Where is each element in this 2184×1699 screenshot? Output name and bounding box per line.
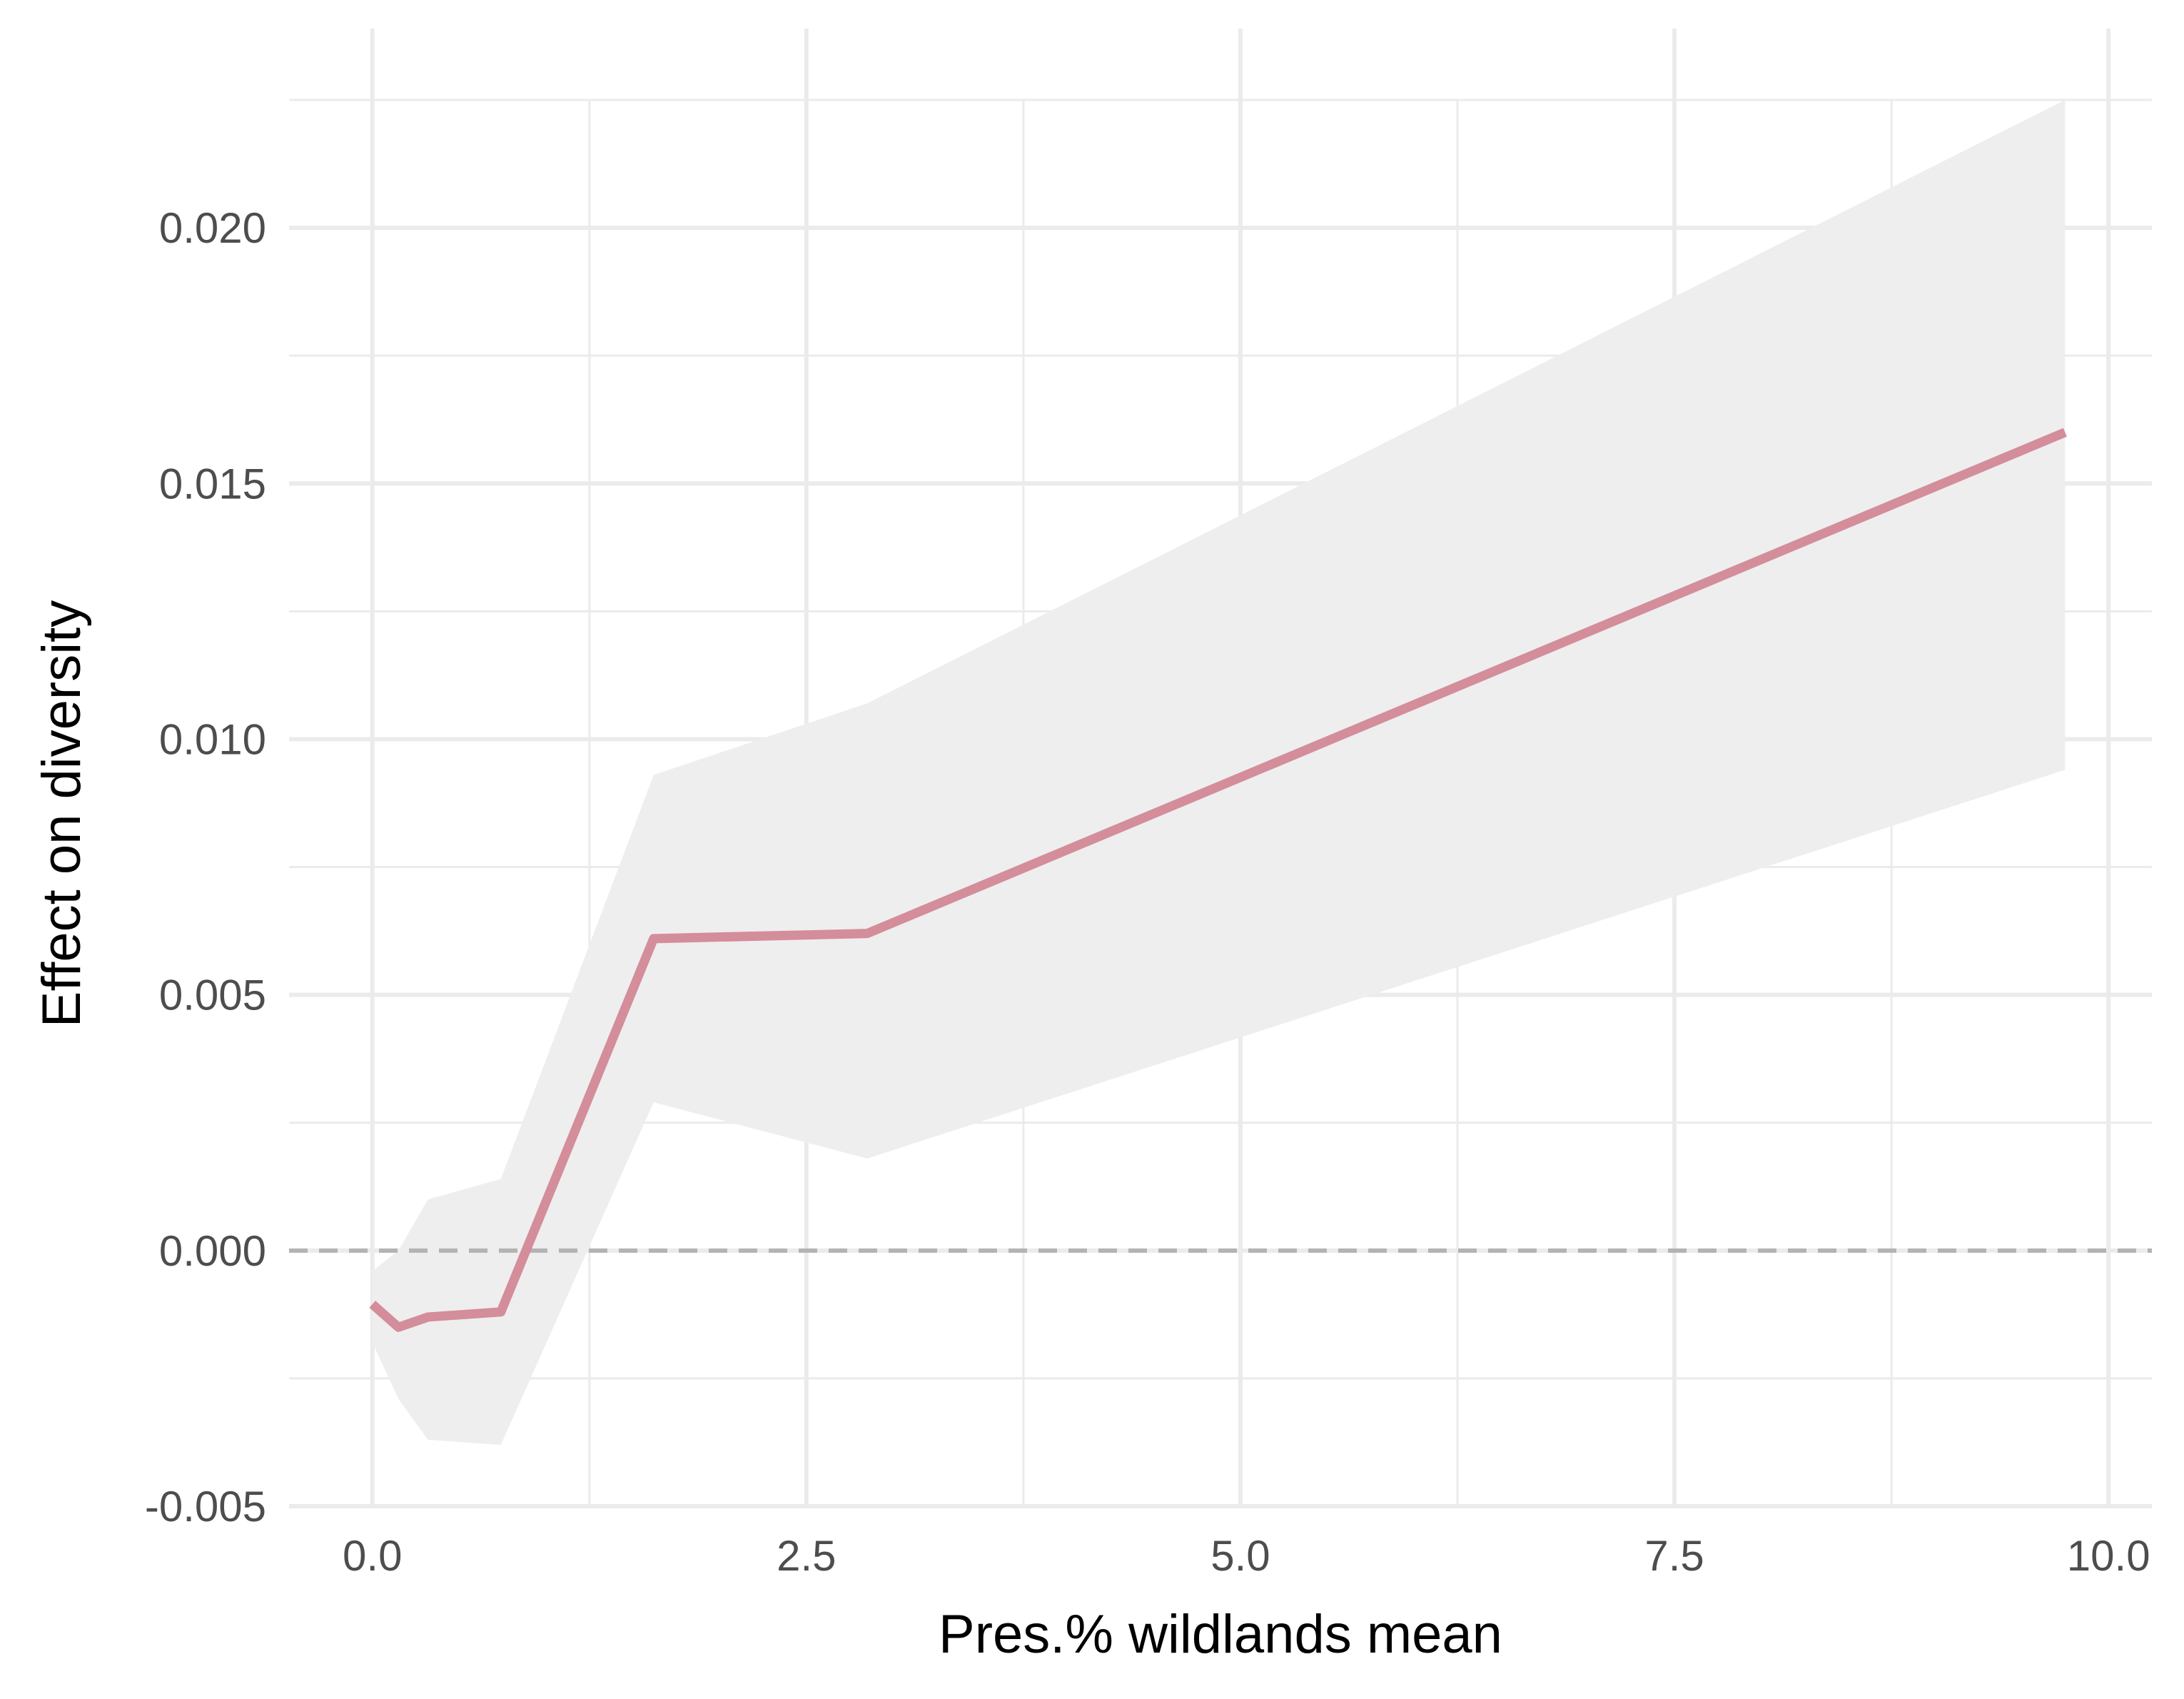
series-line <box>369 428 2067 1332</box>
y-axis-title: Effect on diversity <box>31 600 92 1027</box>
x-tick-label: 10.0 <box>2067 1532 2150 1580</box>
y-tick-label: 0.015 <box>159 460 266 508</box>
y-tick-label: 0.000 <box>159 1227 266 1275</box>
y-tick-label: -0.005 <box>145 1483 266 1531</box>
series-line-layer <box>369 428 2067 1332</box>
confidence-band-layer <box>372 100 2066 1446</box>
x-tick-label: 0.0 <box>343 1532 402 1580</box>
x-tick-label: 2.5 <box>777 1532 836 1580</box>
y-tick-label: 0.020 <box>159 204 266 252</box>
x-tick-label: 5.0 <box>1210 1532 1270 1580</box>
y-tick-label: 0.005 <box>159 972 266 1019</box>
x-axis-title: Pres.% wildlands mean <box>939 1604 1502 1665</box>
confidence-band <box>372 100 2066 1446</box>
x-tick-label: 7.5 <box>1644 1532 1704 1580</box>
y-tick-label: 0.010 <box>159 715 266 763</box>
tick-label-layer: 0.0 2.5 5.0 7.5 10.0 -0.005 0.000 0.005 0.010 0.0… <box>145 204 2150 1580</box>
